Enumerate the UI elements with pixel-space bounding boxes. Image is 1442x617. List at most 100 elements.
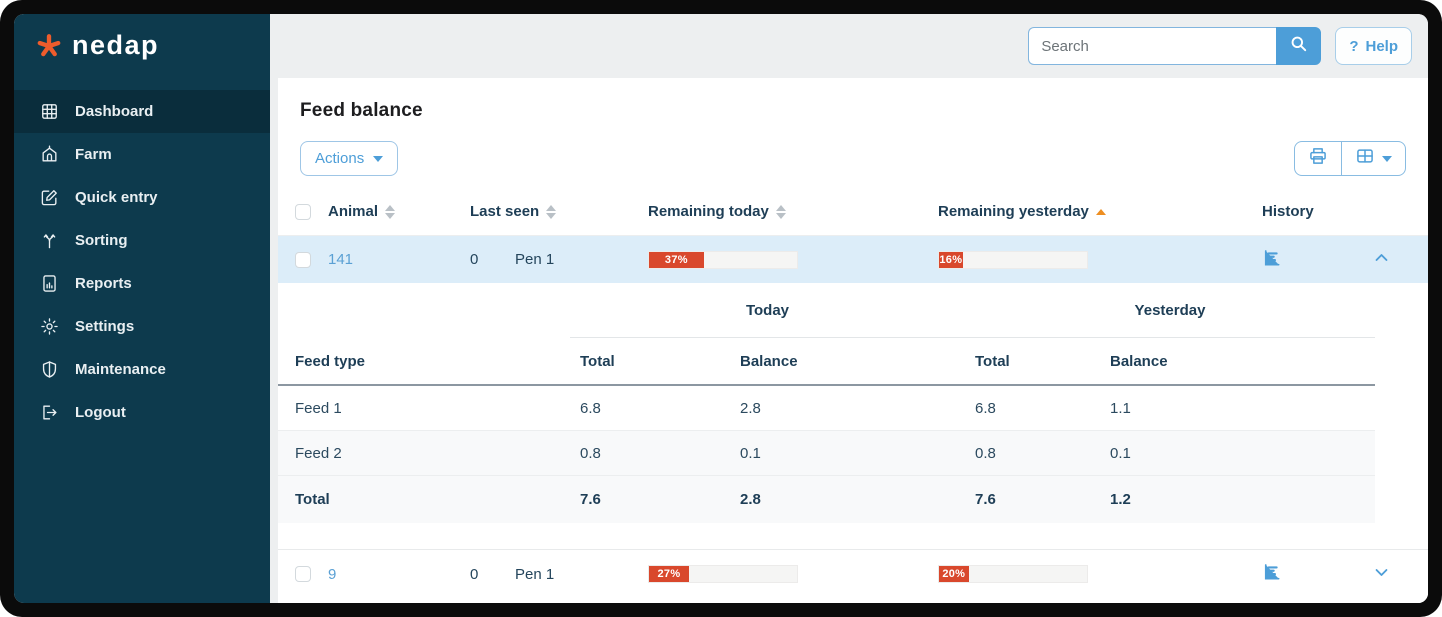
today-total-value: 6.8 [580,399,601,417]
sidebar-item-label: Reports [75,275,132,292]
history-chart-icon[interactable] [1262,564,1282,586]
remaining-yesterday-bar-fill: 20% [939,566,969,582]
columns-button[interactable] [1341,142,1405,175]
sidebar-item-farm[interactable]: Farm [14,133,270,176]
table-row-animal-141[interactable]: 141 0 Pen 1 37% 16% [278,236,1428,283]
detail-row-feed-2: Feed 2 0.8 0.1 0.8 0.1 [278,431,1375,476]
sidebar-item-label: Maintenance [75,361,166,378]
column-header-animal[interactable]: Animal [326,203,460,220]
animal-link[interactable]: 141 [328,251,354,268]
feed-balance-card: Feed balance Actions [278,78,1428,603]
sidebar-item-reports[interactable]: Reports [14,262,270,305]
yesterday-balance-sum: 1.2 [1110,491,1131,508]
sort-asc-active-icon [1095,208,1106,215]
feed-type-label: Feed 2 [295,444,342,462]
row-divider [278,549,1428,550]
help-button-label: Help [1365,37,1398,55]
shield-icon [39,360,59,380]
yesterday-total-value: 0.8 [975,444,996,462]
sidebar-item-settings[interactable]: Settings [14,305,270,348]
remaining-yesterday-bar-fill: 16% [939,251,963,268]
chevron-down-icon[interactable] [1373,564,1390,585]
sidebar-item-maintenance[interactable]: Maintenance [14,348,270,391]
pen-label: Pen 1 [515,251,555,268]
today-balance-value: 0.1 [740,444,761,462]
column-header-label: Last seen [470,203,540,220]
remaining-today-bar: 37% [648,250,798,269]
detail-header-yesterday-balance: Balance [1110,352,1168,370]
animal-link[interactable]: 9 [328,565,337,583]
barn-icon [39,145,59,165]
search-input[interactable] [1028,27,1277,65]
last-seen-count: 0 [470,251,479,268]
column-header-label: Animal [328,203,379,220]
column-header-last-seen[interactable]: Last seen [460,203,638,220]
print-button[interactable] [1295,142,1341,175]
remaining-today-bar: 27% [648,565,798,583]
feed-type-label: Feed 1 [295,399,342,417]
detail-total-row: Total 7.6 2.8 7.6 1.2 [278,476,1375,523]
search-group [1028,27,1322,65]
yesterday-total-sum: 7.6 [975,491,996,508]
yesterday-balance-value: 1.1 [1110,399,1131,417]
sidebar-item-logout[interactable]: Logout [14,391,270,434]
help-button[interactable]: ? Help [1335,27,1412,65]
column-header-label: History [1262,203,1314,220]
nedap-logo[interactable]: nedap [14,14,270,78]
search-button[interactable] [1276,27,1322,65]
table-header-row: Animal Last seen Remaining today Remaini… [278,188,1428,236]
chevron-down-icon [373,155,384,162]
sidebar: nedap Dashboard Farm Quick entry [14,14,270,603]
topbar: ? Help [270,14,1428,78]
table-row-animal-9[interactable]: 9 0 Pen 1 27% 20% [278,550,1428,598]
total-row-label: Total [295,491,330,508]
sidebar-item-quick-entry[interactable]: Quick entry [14,176,270,219]
select-all-checkbox[interactable] [295,203,311,220]
sidebar-item-label: Sorting [75,232,128,249]
detail-header-today-total: Total [580,352,615,370]
remaining-today-bar-fill: 37% [649,251,704,268]
sidebar-item-sorting[interactable]: Sorting [14,219,270,262]
edit-icon [39,188,59,208]
detail-group-header-row: Today Yesterday [278,283,1375,338]
today-total-sum: 7.6 [580,491,601,508]
row-checkbox[interactable] [295,566,311,582]
last-seen-count: 0 [470,565,479,583]
table-tools-group [1294,141,1406,176]
column-header-label: Remaining yesterday [938,203,1089,220]
detail-row-feed-1: Feed 1 6.8 2.8 6.8 1.1 [278,386,1375,431]
report-icon [39,274,59,294]
toolbar: Actions [278,141,1428,176]
logo-wordmark: nedap [72,29,160,60]
column-header-remaining-today[interactable]: Remaining today [638,203,930,220]
history-chart-icon[interactable] [1262,249,1282,272]
column-header-remaining-yesterday[interactable]: Remaining yesterday [930,203,1248,220]
group-header-today: Today [570,283,965,338]
today-balance-value: 2.8 [740,399,761,417]
chevron-up-icon[interactable] [1373,249,1390,270]
feed-detail-panel: Today Yesterday Feed type Total Balance … [278,283,1375,537]
remaining-today-bar-fill: 27% [649,566,689,582]
sidebar-menu: Dashboard Farm Quick entry Sorting [14,90,270,434]
yesterday-balance-value: 0.1 [1110,444,1131,462]
sidebar-item-label: Farm [75,146,112,163]
sidebar-item-label: Dashboard [75,103,154,120]
sidebar-item-dashboard[interactable]: Dashboard [14,90,270,133]
actions-button[interactable]: Actions [300,141,399,176]
question-mark-icon: ? [1349,37,1359,55]
sidebar-item-label: Logout [75,404,126,421]
row-checkbox[interactable] [295,251,311,268]
today-total-value: 0.8 [580,444,601,462]
sort-branch-icon [39,231,59,251]
remaining-yesterday-bar: 16% [938,250,1088,269]
page-title: Feed balance [300,100,423,121]
nedap-star-icon [36,33,62,59]
column-header-label: Remaining today [648,203,769,220]
printer-icon [1308,146,1328,171]
group-header-yesterday: Yesterday [965,283,1375,338]
remaining-yesterday-bar: 20% [938,565,1088,583]
chevron-down-icon [1382,155,1392,162]
detail-header-feed-type: Feed type [295,352,366,370]
yesterday-total-value: 6.8 [975,399,996,417]
